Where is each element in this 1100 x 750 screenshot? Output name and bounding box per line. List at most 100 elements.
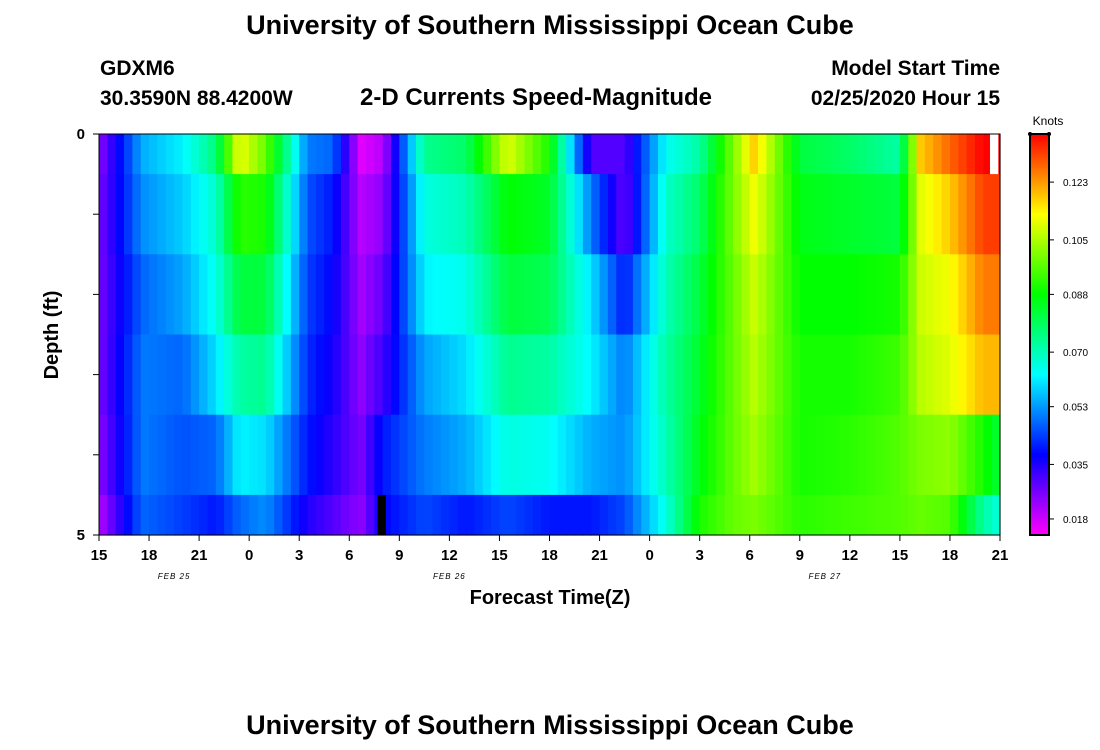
- heatmap-cell: [549, 254, 559, 336]
- heatmap-cell: [265, 334, 275, 416]
- heatmap-cell: [324, 494, 334, 536]
- heatmap-cell: [299, 494, 309, 536]
- heatmap-cell: [424, 334, 434, 416]
- heatmap-cell: [482, 334, 492, 416]
- heatmap-cell: [958, 494, 968, 536]
- heatmap-cell: [165, 334, 175, 416]
- heatmap-cell: [374, 174, 384, 255]
- heatmap-cell: [949, 254, 959, 336]
- heatmap-cell: [549, 174, 559, 255]
- heatmap-cell: [432, 414, 442, 496]
- heatmap-cell: [733, 334, 742, 416]
- heatmap-cell: [449, 254, 459, 336]
- heatmap-cell: [783, 254, 793, 336]
- heatmap-cell: [933, 414, 943, 496]
- heatmap-cell: [941, 134, 951, 175]
- heatmap-cell: [774, 134, 784, 175]
- heatmap-cell: [532, 134, 542, 175]
- heatmap-cell: [182, 254, 192, 336]
- heatmap-cell: [557, 494, 567, 536]
- heatmap-cell: [265, 174, 275, 255]
- x-tick-label: 0: [245, 547, 253, 564]
- heatmap-cell: [682, 254, 692, 336]
- heatmap-cell: [824, 494, 834, 536]
- model-start-value: 02/25/2020 Hour 15: [810, 87, 1000, 110]
- heatmap-cell: [833, 334, 843, 416]
- heatmap-cell: [849, 494, 859, 536]
- heatmap-cell: [466, 414, 476, 496]
- heatmap-cell: [249, 254, 259, 336]
- heatmap-cell: [866, 254, 876, 336]
- heatmap-cell: [507, 254, 517, 336]
- heatmap-cell: [691, 254, 701, 336]
- heatmap-cell: [332, 134, 342, 175]
- heatmap-cell: [899, 334, 909, 416]
- heatmap-cell: [749, 134, 759, 175]
- heatmap-cell: [115, 134, 125, 175]
- heatmap-cell: [399, 334, 409, 416]
- heatmap-cell: [149, 174, 158, 255]
- heatmap-cell: [682, 134, 692, 175]
- heatmap-cell: [816, 414, 826, 496]
- heatmap-cell: [507, 414, 517, 496]
- heatmap-cell: [299, 334, 309, 416]
- heatmap-cell: [315, 494, 325, 536]
- heatmap-cell: [224, 494, 234, 536]
- heatmap-cell: [340, 254, 350, 336]
- heatmap-cell: [924, 254, 934, 336]
- date-label: FEB 26: [433, 572, 466, 581]
- heatmap-cell: [766, 174, 776, 255]
- heatmap-cell: [349, 254, 359, 336]
- heatmap-cell: [382, 494, 392, 536]
- heatmap-cell: [332, 254, 342, 336]
- heatmap-cell: [958, 414, 968, 496]
- heatmap-cell: [833, 174, 843, 255]
- heatmap-cell: [516, 254, 526, 336]
- heatmap-cell: [282, 334, 292, 416]
- heatmap-cell: [607, 334, 617, 416]
- heatmap-cell: [207, 174, 217, 255]
- heatmap-cell: [240, 254, 250, 336]
- heatmap-cell: [716, 414, 726, 496]
- heatmap-cell: [215, 134, 225, 175]
- heatmap-cell: [974, 174, 984, 255]
- heatmap-cell: [190, 254, 200, 336]
- heatmap-cell: [741, 174, 751, 255]
- heatmap-cell: [849, 334, 859, 416]
- heatmap-cell: [733, 174, 742, 255]
- heatmap-cell: [107, 174, 117, 255]
- heatmap-cell: [416, 414, 425, 496]
- heatmap-cell: [582, 254, 592, 336]
- heatmap-cell: [708, 334, 717, 416]
- heatmap-cell: [716, 134, 726, 175]
- heatmap-cell: [541, 134, 551, 175]
- heatmap-cell: [682, 414, 692, 496]
- heatmap-cell: [441, 254, 450, 336]
- heatmap-cell: [674, 134, 684, 175]
- heatmap-cell: [741, 414, 751, 496]
- heatmap-cell: [315, 254, 325, 336]
- heatmap-cell: [390, 494, 400, 536]
- heatmap-cell: [874, 414, 884, 496]
- heatmap-cell: [582, 494, 592, 536]
- heatmap-cell: [657, 414, 667, 496]
- heatmap-cell: [849, 174, 859, 255]
- heatmap-cell: [407, 134, 417, 175]
- heatmap-cell: [215, 494, 225, 536]
- heatmap-cell: [891, 494, 901, 536]
- heatmap-cell: [107, 254, 117, 336]
- heatmap-cell: [816, 134, 826, 175]
- heatmap-cell: [708, 254, 717, 336]
- heatmap-cell: [657, 334, 667, 416]
- heatmap-cell: [257, 494, 267, 536]
- heatmap-cell: [390, 174, 400, 255]
- heatmap-cell: [357, 174, 367, 255]
- heatmap-cell: [958, 134, 968, 175]
- heatmap-cell: [207, 414, 217, 496]
- heatmap-cell: [816, 254, 826, 336]
- heatmap-cell: [632, 174, 642, 255]
- heatmap-cell: [524, 174, 534, 255]
- heatmap-cell: [916, 174, 926, 255]
- x-tick-label: 18: [541, 547, 558, 564]
